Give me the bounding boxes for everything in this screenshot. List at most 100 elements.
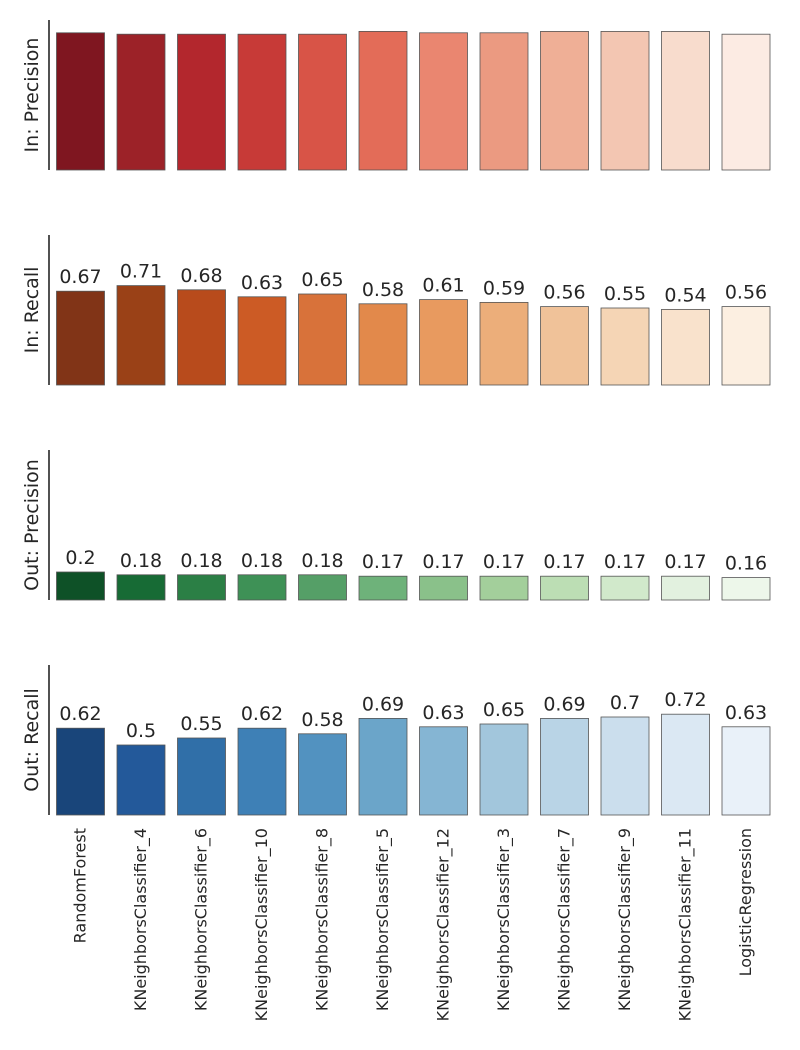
bar [419,299,468,386]
bar [298,574,347,601]
bar [721,33,771,171]
bar [600,575,650,601]
data-label: 0.17 [664,551,706,573]
data-label: 0.56 [725,282,767,304]
y-axis-label: Out: Recall [21,688,43,792]
data-label: 0.67 [59,266,101,288]
bar [177,289,226,386]
bar [600,30,650,171]
bar [479,723,529,816]
x-tick-label: RandomForest [71,828,90,943]
x-tick-label: KNeighborsClassifier_9 [615,828,635,1011]
data-label: 0.59 [483,277,525,299]
bar [298,293,347,386]
bar [237,296,287,386]
data-label: 0.56 [543,282,585,304]
data-label: 0.18 [120,550,162,572]
data-label: 0.65 [301,269,343,291]
y-axis-label: In: Recall [21,267,43,354]
x-tick-label: KNeighborsClassifier_4 [131,828,151,1011]
bar [116,574,166,601]
bar [358,303,408,386]
bar [479,301,529,386]
panel-1: In: Precision [21,20,771,171]
bar [237,33,287,171]
x-tick-label: KNeighborsClassifier_7 [555,828,575,1011]
data-label: 0.17 [543,551,585,573]
data-label: 0.55 [604,283,646,305]
x-tick-label: KNeighborsClassifier_10 [252,828,272,1021]
data-label: 0.69 [543,693,585,715]
bar [661,308,710,386]
bar [56,32,105,171]
data-label: 0.17 [362,551,404,573]
data-label: 0.18 [301,550,343,572]
bar [177,574,226,601]
data-label: 0.69 [362,693,404,715]
x-tick-label: KNeighborsClassifier_5 [373,828,393,1011]
data-label: 0.63 [725,702,767,724]
bar [237,574,287,601]
bar [600,307,650,386]
bar [419,32,468,171]
panel-4: Out: Recall 0.62 0.5 0.55 0.62 0.58 0.69 0.63 0.… [21,665,771,816]
x-tick-label: KNeighborsClassifier_6 [192,828,212,1011]
bar [116,33,166,171]
data-label: 0.17 [483,551,525,573]
bar [56,727,105,816]
x-tick-label: LogisticRegression [736,828,755,976]
x-tick-label: KNeighborsClassifier_3 [494,828,514,1011]
data-label: 0.62 [59,703,101,725]
bar [56,290,105,386]
bar [721,726,771,816]
bar [237,727,287,816]
data-label: 0.61 [422,275,464,297]
bar [721,577,771,601]
data-label: 0.58 [301,709,343,731]
bar [540,575,589,601]
data-label: 0.55 [180,713,222,735]
y-axis-label: Out: Precision [21,459,43,591]
x-tick-label: KNeighborsClassifier_8 [313,828,333,1011]
bar [419,575,468,601]
data-label: 0.71 [120,261,162,283]
x-tick-label: KNeighborsClassifier_11 [676,828,696,1021]
data-label: 0.18 [180,550,222,572]
x-tick-labels: RandomForest KNeighborsClassifier_4 KNeigh… [71,828,756,1021]
y-axis-label: In: Precision [21,38,43,153]
panel-2: In: Recall 0.67 0.71 0.68 0.63 0.65 0.58 0.61 0.… [21,235,771,386]
bar [661,713,710,816]
data-label: 0.54 [664,284,706,306]
bar [116,285,166,386]
bar [600,716,650,816]
data-label: 0.2 [65,547,95,569]
bar [419,726,468,816]
data-label: 0.5 [126,720,156,742]
data-label: 0.58 [362,279,404,301]
x-tick-label: KNeighborsClassifier_12 [434,828,454,1021]
data-label: 0.72 [664,689,706,711]
bar [298,33,347,171]
bar [358,718,408,816]
data-label: 0.68 [180,265,222,287]
data-label: 0.63 [241,272,283,294]
data-label: 0.17 [422,551,464,573]
data-label: 0.63 [422,702,464,724]
bar [540,306,589,386]
data-label: 0.17 [604,551,646,573]
bar [56,571,105,601]
bar [177,737,226,816]
chart-panels: In: Precision In: Recall 0.67 0.71 0.68 0.63 0… [21,20,771,816]
panel-3: Out: Precision 0.2 0.18 0.18 0.18 0.18 0.17 0.1… [21,450,771,601]
bar [479,575,529,601]
bar [721,306,771,386]
data-label: 0.16 [725,553,767,575]
data-label: 0.65 [483,699,525,721]
bar [479,32,529,171]
bar [358,30,408,171]
bar [661,575,710,601]
bar [540,30,589,171]
data-label: 0.7 [610,692,640,714]
bar [540,718,589,816]
